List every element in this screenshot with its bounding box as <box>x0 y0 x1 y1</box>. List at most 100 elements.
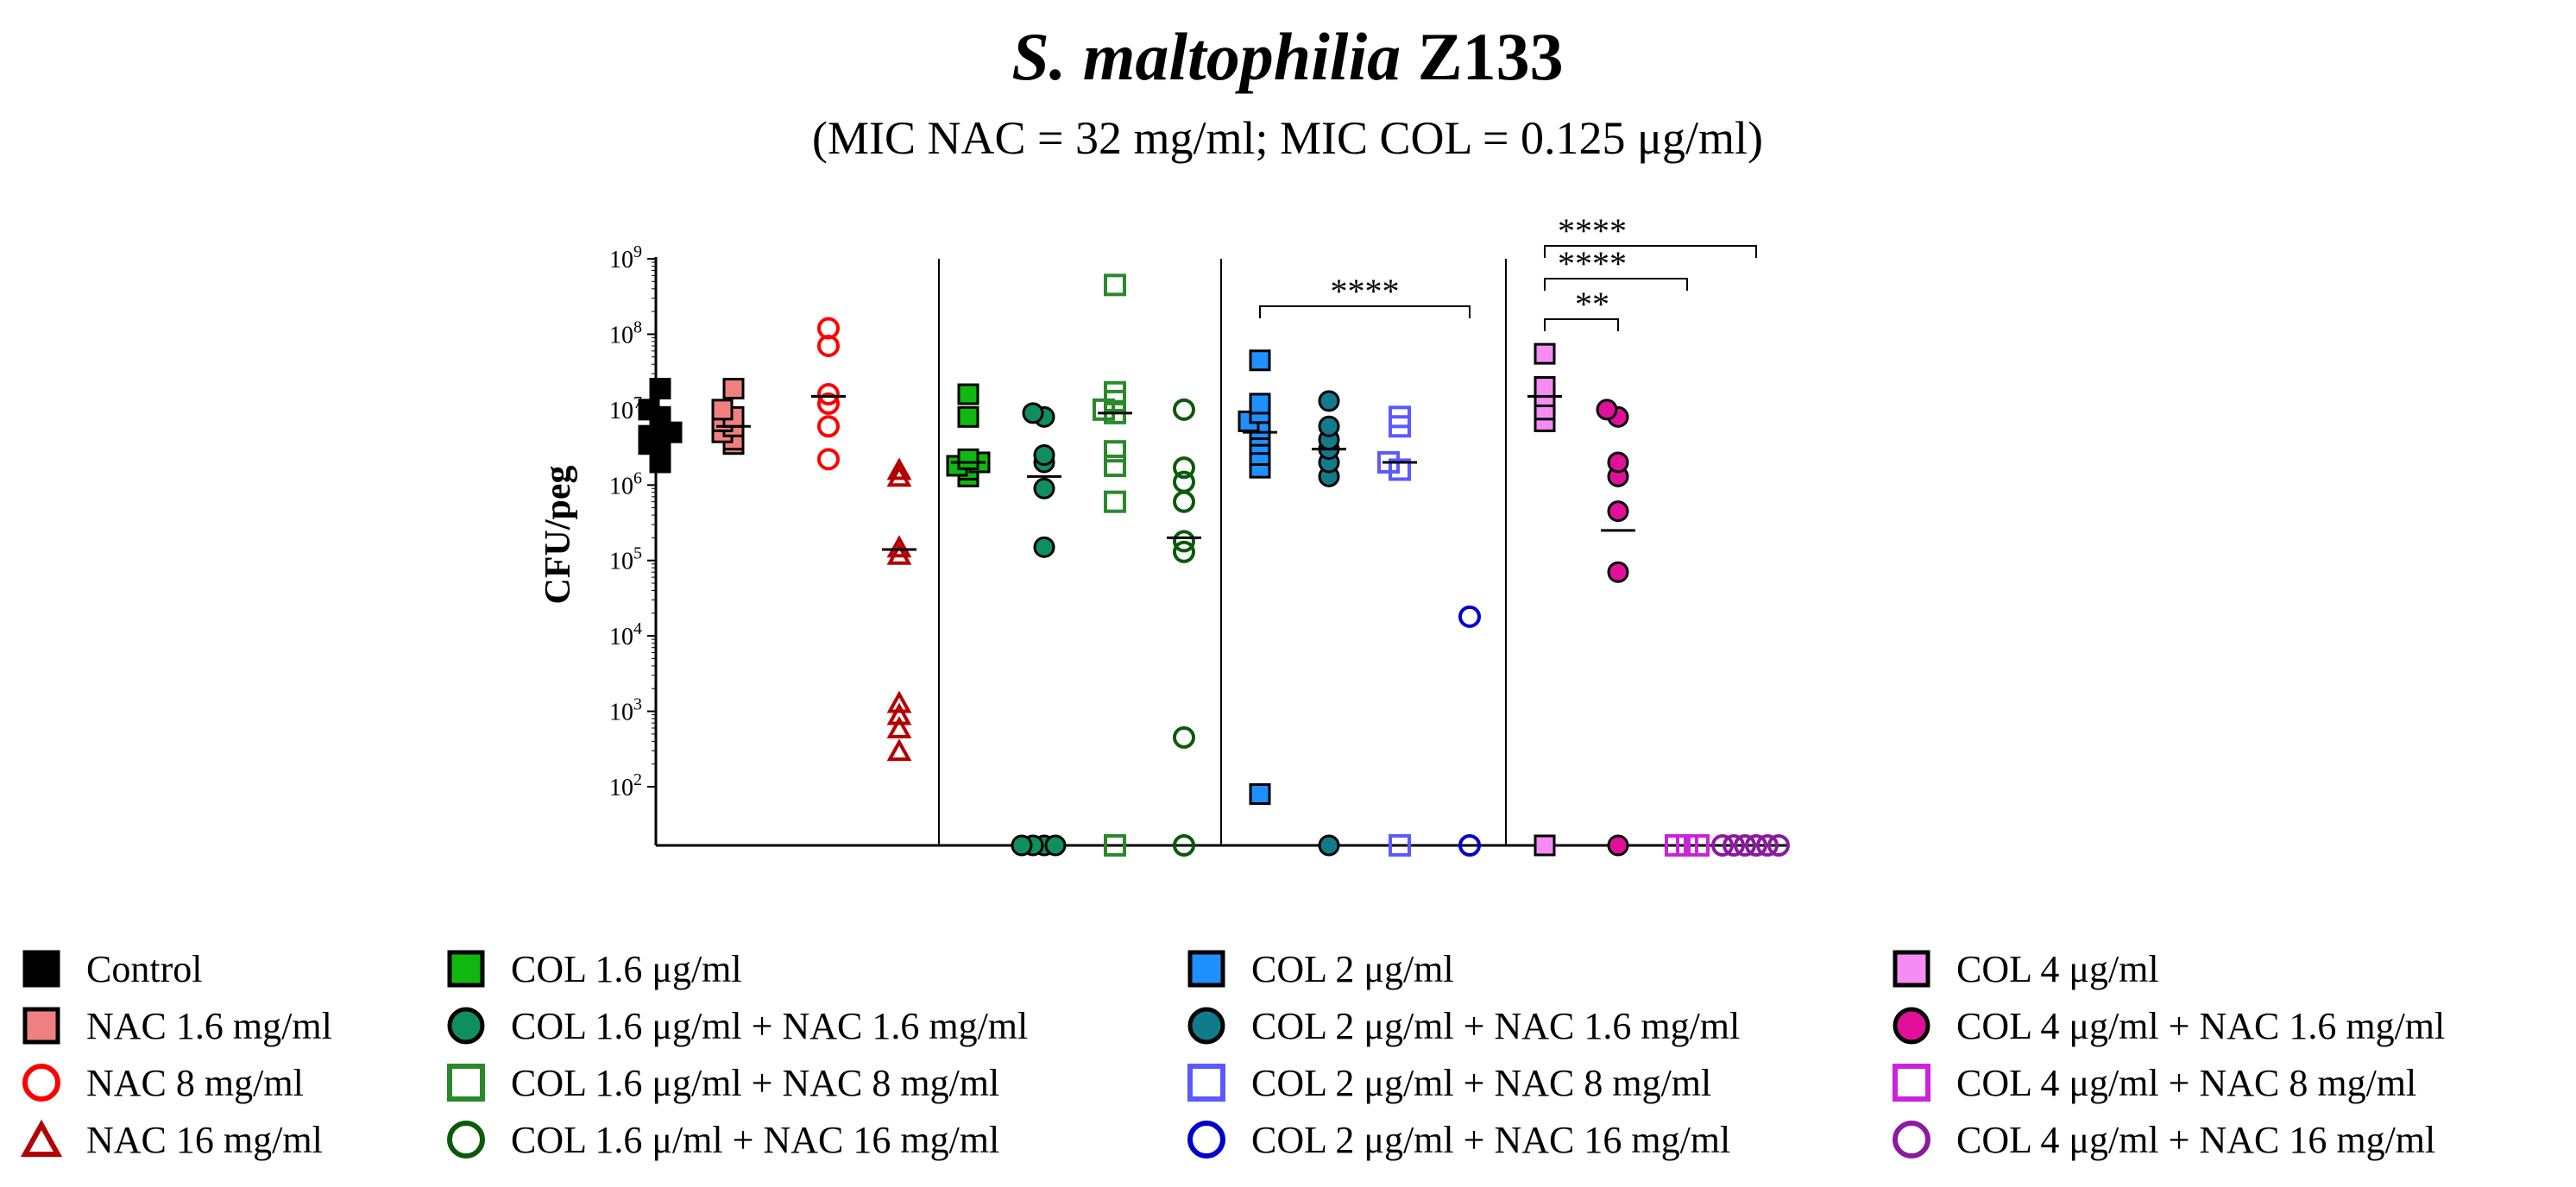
legend-label: COL 1.6 μg/ml + NAC 8 mg/ml <box>511 1061 1000 1104</box>
data-point-nac-16-mg-ml <box>886 464 912 487</box>
data-point-col-1-6-ug-ml <box>957 448 979 470</box>
data-point-col-2-ug-ml-nac-16-mg-ml <box>1458 605 1481 628</box>
y-tick-label: 103 <box>609 695 642 726</box>
y-axis-label: CFU/peg <box>539 466 578 605</box>
data-point-col-2-ug-ml-nac-16-mg-ml <box>1458 834 1481 857</box>
data-point-nac-16-mg-ml <box>886 457 912 480</box>
data-point-col-1-6-u-ml-nac-16-mg-ml <box>1173 834 1195 857</box>
data-point-col-1-6-u-ml-nac-16-mg-ml <box>1173 456 1195 480</box>
data-point-col-1-6-ug-ml-nac-8-mg-ml <box>1104 454 1126 477</box>
y-tick-label: 109 <box>609 242 642 273</box>
data-point-col-1-6-ug-ml-nac-8-mg-ml <box>1104 490 1126 513</box>
legend-marker-col-1-6-ug-ml-nac-1-6-mg-ml <box>440 997 492 1054</box>
legend-marker-col-4-ug-ml <box>1886 940 1937 997</box>
legend-item-control: Control <box>16 940 332 997</box>
y-tick-label: 102 <box>609 770 642 801</box>
data-point-col-1-6-u-ml-nac-16-mg-ml <box>1173 540 1195 563</box>
title-species: S. maltophilia <box>1011 19 1401 94</box>
legend-label: NAC 1.6 mg/ml <box>86 1004 332 1047</box>
data-point-col-4-ug-ml-nac-16-mg-ml <box>1756 834 1779 857</box>
chart: S. maltophilia Z133 (MIC NAC = 32 mg/ml;… <box>539 19 1790 857</box>
data-point-col-4-ug-ml-nac-16-mg-ml <box>1745 834 1767 857</box>
legend-label: COL 4 μg/ml + NAC 16 mg/ml <box>1956 1118 2436 1161</box>
data-point-nac-8-mg-ml <box>817 415 840 438</box>
data-point-col-1-6-ug-ml-nac-1-6-mg-ml <box>1033 477 1055 499</box>
significance-bracket <box>1544 245 1757 258</box>
legend-item-col-2-ug-ml-nac-8-mg-ml: COL 2 μg/ml + NAC 8 mg/ml <box>1181 1054 1740 1111</box>
data-point-nac-8-mg-ml <box>817 392 840 415</box>
legend-marker-col-1-6-u-ml-nac-16-mg-ml <box>440 1111 492 1168</box>
data-point-nac-16-mg-ml <box>886 690 912 713</box>
legend-label: COL 1.6 μg/ml + NAC 1.6 mg/ml <box>511 1004 1029 1047</box>
legend-label: COL 2 μg/ml + NAC 1.6 mg/ml <box>1251 1004 1741 1047</box>
data-point-col-1-6-ug-ml-nac-8-mg-ml <box>1104 273 1126 297</box>
data-point-nac-8-mg-ml <box>817 383 840 406</box>
legend-marker-col-2-ug-ml-nac-1-6-mg-ml <box>1181 997 1232 1054</box>
data-point-col-1-6-u-ml-nac-16-mg-ml <box>1173 530 1195 553</box>
legend-item-col-1-6-u-ml-nac-16-mg-ml: COL 1.6 μ/ml + NAC 16 mg/ml <box>440 1111 1028 1168</box>
significance-bracket <box>1544 278 1688 291</box>
y-tick-label: 104 <box>609 619 642 650</box>
data-point-col-2-ug-ml <box>1249 349 1271 372</box>
legend-marker-col-2-ug-ml-nac-8-mg-ml <box>1181 1054 1232 1111</box>
legend-item-col-4-ug-ml-nac-16-mg-ml: COL 4 μg/ml + NAC 16 mg/ml <box>1886 1111 2445 1168</box>
legend-label: COL 2 μg/ml + NAC 8 mg/ml <box>1251 1061 1712 1104</box>
legend-marker-col-2-ug-ml-nac-16-mg-ml <box>1181 1111 1232 1168</box>
data-point-col-1-6-ug-ml-nac-8-mg-ml <box>1104 834 1126 857</box>
data-point-col-2-ug-ml-nac-1-6-mg-ml <box>1318 415 1340 437</box>
legend-column-col-4: COL 4 μg/ml COL 4 μg/ml + NAC 1.6 mg/ml CO… <box>1886 940 2445 1168</box>
legend-item-col-2-ug-ml: COL 2 μg/ml <box>1181 940 1740 997</box>
data-point-col-4-ug-ml-nac-16-mg-ml <box>1734 834 1756 857</box>
legend-marker-col-4-ug-ml-nac-8-mg-ml <box>1886 1054 1937 1111</box>
legend-item-col-4-ug-ml-nac-8-mg-ml: COL 4 μg/ml + NAC 8 mg/ml <box>1886 1054 2445 1111</box>
legend-label: COL 1.6 μg/ml <box>511 947 742 990</box>
legend-item-nac-8-mg-ml: NAC 8 mg/ml <box>16 1054 332 1111</box>
legend-item-col-4-ug-ml: COL 4 μg/ml <box>1886 940 2445 997</box>
data-point-col-4-ug-ml <box>1534 342 1556 365</box>
legend-label: COL 4 μg/ml + NAC 1.6 mg/ml <box>1956 1004 2446 1047</box>
data-point-col-1-6-ug-ml-nac-1-6-mg-ml <box>1033 536 1055 558</box>
data-point-col-2-ug-ml <box>1249 393 1271 415</box>
data-point-control <box>638 399 660 421</box>
legend-label: NAC 16 mg/ml <box>86 1118 323 1161</box>
legend-item-col-1-6-ug-ml: COL 1.6 μg/ml <box>440 940 1028 997</box>
data-point-col-2-ug-ml-nac-8-mg-ml <box>1389 405 1411 429</box>
y-tick-label: 107 <box>609 393 642 424</box>
data-point-col-1-6-ug-ml-nac-1-6-mg-ml <box>1011 834 1033 857</box>
data-point-nac-1-6-mg-ml <box>711 399 734 421</box>
legend-marker-col-1-6-ug-ml <box>440 940 492 997</box>
significance-label: ** <box>1575 285 1609 323</box>
legend-marker-col-1-6-ug-ml-nac-8-mg-ml <box>440 1054 492 1111</box>
legend-item-col-4-ug-ml-nac-1-6-mg-ml: COL 4 μg/ml + NAC 1.6 mg/ml <box>1886 997 2445 1054</box>
data-point-col-1-6-u-ml-nac-16-mg-ml <box>1173 398 1195 421</box>
legend-label: Control <box>86 947 203 990</box>
data-point-nac-16-mg-ml <box>886 702 912 725</box>
significance-label: **** <box>1558 211 1627 250</box>
data-point-col-4-ug-ml-nac-8-mg-ml <box>1665 834 1687 857</box>
legend-column-col-2: COL 2 μg/ml COL 2 μg/ml + NAC 1.6 mg/ml CO… <box>1181 940 1740 1168</box>
data-point-nac-16-mg-ml <box>886 715 912 738</box>
legend-label: COL 4 μg/ml <box>1956 947 2159 990</box>
legend-label: COL 4 μg/ml + NAC 8 mg/ml <box>1956 1061 2417 1104</box>
legend-column-control: Control NAC 1.6 mg/ml NAC 8 mg/ml NAC 16 mg… <box>16 940 332 1168</box>
legend-marker-nac-16-mg-ml <box>16 1111 67 1168</box>
y-tick-label: 108 <box>609 317 642 349</box>
data-point-col-4-ug-ml-nac-1-6-mg-ml <box>1607 451 1629 474</box>
legend-item-col-2-ug-ml-nac-16-mg-ml: COL 2 μg/ml + NAC 16 mg/ml <box>1181 1111 1740 1168</box>
data-point-col-1-6-ug-ml-nac-8-mg-ml <box>1104 380 1126 404</box>
data-point-col-1-6-ug-ml-nac-1-6-mg-ml <box>1033 443 1055 466</box>
data-point-col-4-ug-ml-nac-1-6-mg-ml <box>1607 834 1629 857</box>
chart-subtitle: (MIC NAC = 32 mg/ml; MIC COL = 0.125 μg/… <box>812 112 1763 164</box>
data-point-col-2-ug-ml <box>1249 782 1271 805</box>
data-point-col-1-6-ug-ml-nac-1-6-mg-ml <box>1044 834 1067 857</box>
significance-label: **** <box>1331 272 1400 311</box>
data-point-col-2-ug-ml-nac-1-6-mg-ml <box>1318 834 1340 857</box>
data-point-col-4-ug-ml-nac-8-mg-ml <box>1687 834 1710 857</box>
data-point-nac-16-mg-ml <box>886 535 912 558</box>
y-tick-label: 105 <box>609 544 642 575</box>
legend-marker-nac-1-6-mg-ml <box>16 997 67 1054</box>
data-point-col-4-ug-ml-nac-16-mg-ml <box>1711 834 1734 857</box>
legend-item-col-1-6-ug-ml-nac-1-6-mg-ml: COL 1.6 μg/ml + NAC 1.6 mg/ml <box>440 997 1028 1054</box>
legend-item-col-2-ug-ml-nac-1-6-mg-ml: COL 2 μg/ml + NAC 1.6 mg/ml <box>1181 997 1740 1054</box>
